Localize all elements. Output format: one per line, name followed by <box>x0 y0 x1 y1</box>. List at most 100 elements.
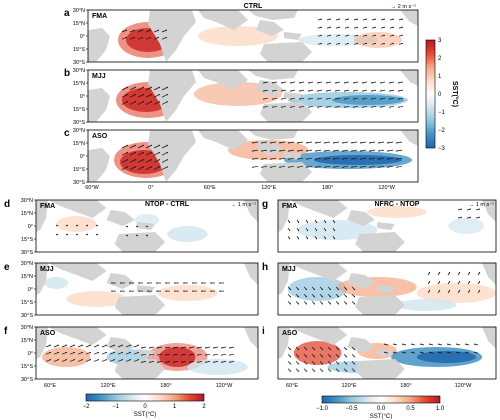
lat-tick-label: 30°N <box>21 198 33 204</box>
wind-vector-head <box>263 90 265 92</box>
wind-vector-head <box>351 150 353 152</box>
wind-vector-head <box>192 282 194 284</box>
wind-vector-head <box>374 18 376 21</box>
lat-tick-label: 0° <box>80 34 85 40</box>
sst-anomaly <box>314 155 402 165</box>
wind-vector-head <box>150 101 152 103</box>
wind-vector-head <box>306 166 308 168</box>
wind-vector-head <box>344 81 346 84</box>
wind-vector-head <box>378 166 380 168</box>
wind-vector-head <box>113 359 115 361</box>
wind-vector-head <box>401 26 403 29</box>
wind-vector-head <box>166 94 168 96</box>
wind-vector-head <box>219 290 221 292</box>
sst-anomaly <box>448 218 485 234</box>
wind-vector-head <box>297 355 299 358</box>
left-colorbar-tick: 2 <box>202 404 206 410</box>
wind-vector-head <box>333 229 335 232</box>
season-label-b: MJJ <box>92 73 106 80</box>
panel-a: 30°N 15°N 0° 15°S 30°S <box>73 8 419 66</box>
wind-vector-head <box>420 343 422 346</box>
land-asia <box>198 70 248 90</box>
wind-vector-head <box>371 90 373 92</box>
wind-vector-head <box>320 26 322 29</box>
wind-vector-head <box>458 290 460 292</box>
wind-vector-head <box>478 216 480 219</box>
wind-vector-head <box>73 359 75 361</box>
wind-vector-head <box>458 281 460 283</box>
wind-vector-head <box>73 352 75 354</box>
wind-vector-head <box>158 101 160 103</box>
lat-tick-label: 30°S <box>21 250 33 256</box>
sst-anomaly <box>66 291 127 307</box>
land-africa <box>148 70 196 122</box>
wind-vector-head <box>263 98 265 100</box>
wind-vector-head <box>378 158 380 160</box>
wind-vector-head <box>299 98 301 100</box>
wind-vector-head <box>313 348 315 350</box>
wind-vector-head <box>142 86 144 89</box>
wind-vector-head <box>297 229 299 232</box>
wind-vector-head <box>142 101 144 103</box>
wind-vector-head <box>392 26 394 29</box>
wind-vector-head <box>89 344 91 347</box>
land-asia <box>48 200 107 218</box>
wind-vector-head <box>315 158 317 160</box>
wind-vector-head <box>299 90 301 92</box>
wind-vector-head <box>146 234 148 237</box>
wind-vector-head <box>129 344 131 347</box>
sst-anomaly <box>293 341 342 365</box>
wind-vector-head <box>56 224 58 227</box>
wind-vector-head <box>329 362 331 365</box>
wind-vector-head <box>158 86 160 89</box>
wind-vector-head <box>306 150 308 152</box>
wind-vector-head <box>306 229 308 232</box>
lat-tick-label: 0° <box>28 224 33 230</box>
wind-vector-head <box>356 18 358 21</box>
wind-vector-head <box>270 142 272 144</box>
wind-vector-head <box>345 295 347 298</box>
wind-vector-head <box>398 98 400 100</box>
wind-vector-head <box>351 158 353 160</box>
wind-vector-head <box>365 34 367 37</box>
wind-vector-head <box>113 344 115 347</box>
wind-vector-head <box>308 90 310 92</box>
wind-vector-head <box>297 302 299 305</box>
wind-vector-head <box>272 98 274 100</box>
wind-vector-head <box>345 348 347 350</box>
lat-tick-label: 15°S <box>21 237 33 243</box>
lat-tick-label: 15°S <box>73 47 85 53</box>
wind-vector-head <box>329 288 331 290</box>
wind-vector-head <box>121 359 123 361</box>
top-colorbar-tick: −2 <box>438 128 446 134</box>
wind-vector-head <box>347 26 349 29</box>
wind-vector-head <box>380 90 382 92</box>
lat-tick-label: 0° <box>80 154 85 160</box>
wind-vector-head <box>126 144 128 147</box>
wind-vector-head <box>389 90 391 92</box>
season-label-d: FMA <box>40 203 55 210</box>
wind-vector-head <box>86 233 88 236</box>
wind-vector-head <box>333 237 335 240</box>
wind-vector-head <box>297 362 299 365</box>
wind-vector-head <box>150 94 152 96</box>
wind-vector-head <box>81 359 83 361</box>
wind-vector-head <box>288 237 290 240</box>
top-colorbar-tick: −1 <box>438 110 446 116</box>
right-colorbar-label: SST(°C) <box>370 414 392 420</box>
wind-vector-head <box>338 26 340 29</box>
wind-vector-head <box>305 348 307 350</box>
wind-vector-head <box>380 98 382 100</box>
wind-vector-head <box>329 42 331 45</box>
wind-vector-head <box>362 90 364 92</box>
wind-vector-head <box>305 355 307 358</box>
wind-vector-head <box>65 352 67 354</box>
wind-vector-head <box>324 221 326 223</box>
land-asia <box>289 327 348 345</box>
lat-tick-label: 30°N <box>21 325 33 331</box>
wind-vector-head <box>181 354 183 356</box>
wind-vector-head <box>362 81 364 84</box>
wind-vector-head <box>313 302 315 305</box>
wind-vector-head <box>321 295 323 298</box>
wind-vector-head <box>456 343 458 346</box>
